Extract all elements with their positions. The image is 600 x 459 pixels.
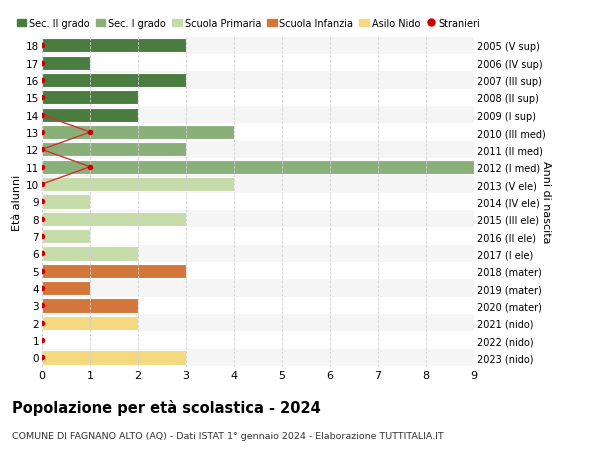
Bar bbox=[42, 141, 474, 159]
Bar bbox=[42, 247, 138, 261]
Bar bbox=[42, 56, 90, 71]
Y-axis label: Età alunni: Età alunni bbox=[12, 174, 22, 230]
Bar bbox=[42, 126, 234, 140]
Text: Popolazione per età scolastica - 2024: Popolazione per età scolastica - 2024 bbox=[12, 399, 321, 415]
Bar bbox=[42, 264, 186, 278]
Y-axis label: Anni di nascita: Anni di nascita bbox=[541, 161, 551, 243]
Bar bbox=[42, 90, 474, 107]
Bar bbox=[42, 159, 474, 176]
Bar bbox=[42, 107, 474, 124]
Bar bbox=[42, 230, 90, 244]
Bar bbox=[42, 195, 90, 209]
Bar bbox=[42, 245, 474, 263]
Bar bbox=[42, 193, 474, 211]
Bar bbox=[42, 178, 234, 192]
Bar bbox=[42, 38, 474, 55]
Bar bbox=[42, 108, 138, 123]
Bar bbox=[42, 314, 474, 332]
Text: COMUNE DI FAGNANO ALTO (AQ) - Dati ISTAT 1° gennaio 2024 - Elaborazione TUTTITAL: COMUNE DI FAGNANO ALTO (AQ) - Dati ISTAT… bbox=[12, 431, 444, 441]
Bar bbox=[42, 263, 474, 280]
Bar bbox=[42, 349, 474, 366]
Legend: Sec. II grado, Sec. I grado, Scuola Primaria, Scuola Infanzia, Asilo Nido, Stran: Sec. II grado, Sec. I grado, Scuola Prim… bbox=[17, 18, 481, 28]
Bar bbox=[42, 297, 474, 314]
Bar bbox=[42, 143, 186, 157]
Bar bbox=[42, 228, 474, 245]
Bar bbox=[42, 351, 186, 365]
Bar bbox=[42, 39, 186, 53]
Bar bbox=[42, 281, 90, 296]
Bar bbox=[42, 160, 474, 174]
Bar bbox=[42, 316, 138, 330]
Bar bbox=[42, 212, 186, 226]
Bar bbox=[42, 176, 474, 193]
Bar bbox=[42, 332, 474, 349]
Bar bbox=[42, 74, 186, 88]
Bar bbox=[42, 299, 138, 313]
Bar bbox=[42, 91, 138, 105]
Bar bbox=[42, 124, 474, 141]
Bar bbox=[42, 55, 474, 72]
Bar bbox=[42, 211, 474, 228]
Bar bbox=[42, 72, 474, 90]
Bar bbox=[42, 280, 474, 297]
